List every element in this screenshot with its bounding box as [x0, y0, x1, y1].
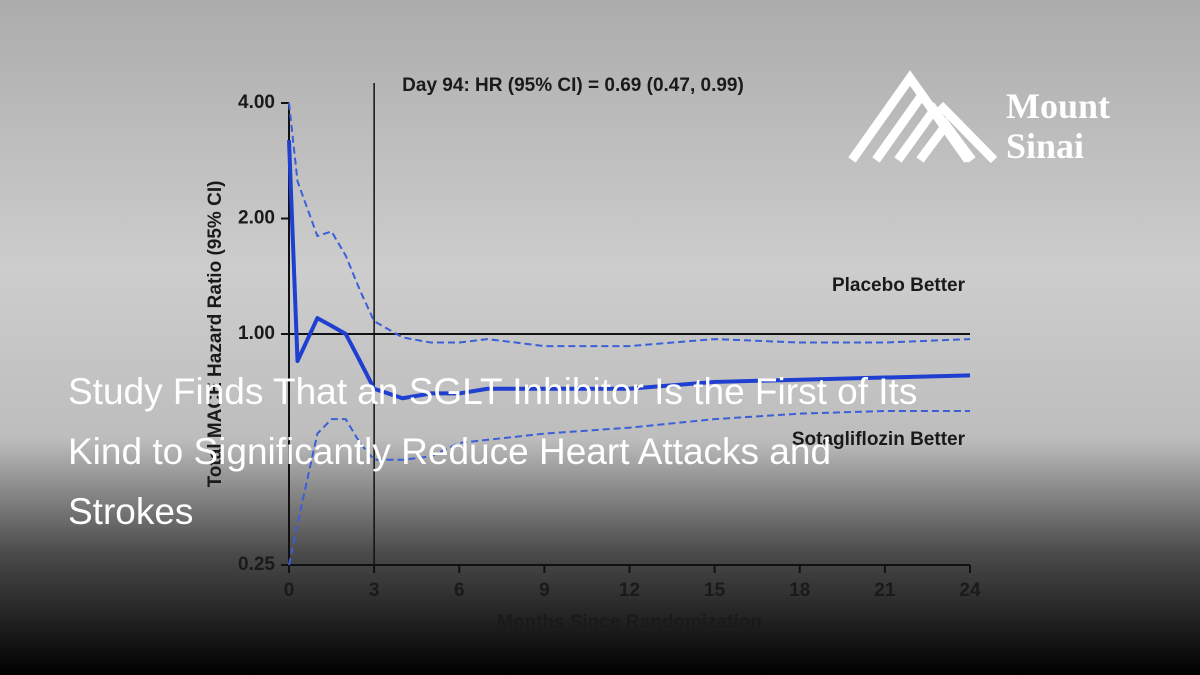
annotation: Day 94: HR (95% CI) = 0.69 (0.47, 0.99) — [402, 75, 744, 96]
y-tick-label: 0.25 — [238, 554, 275, 575]
x-tick-label: 24 — [959, 580, 981, 601]
x-tick-label: 9 — [539, 580, 550, 601]
chart: 0.25 1.00 2.00 4.00 0 3 6 9 12 15 18 21 24 Day 94: HR… — [205, 75, 981, 633]
x-tick-label: 12 — [619, 580, 640, 601]
headline-line: Strokes — [68, 491, 193, 532]
y-tick-label: 1.00 — [238, 323, 275, 344]
x-tick-label: 0 — [284, 580, 295, 601]
headline-line: Study Finds That an SGLT Inhibitor Is th… — [68, 371, 917, 412]
logo-text: Mount — [1006, 86, 1110, 126]
data-line — [288, 409, 970, 566]
data-line — [287, 140, 971, 401]
logo-icon — [848, 70, 998, 164]
headline-line: Kind to Significantly Reduce Heart Attac… — [68, 431, 831, 472]
x-tick-label: 21 — [874, 580, 896, 601]
logo-text: Sinai — [1006, 126, 1084, 166]
x-tick-label: 18 — [789, 580, 810, 601]
y-axis-label: Total MACE Hazard Ratio (95% CI) — [205, 181, 226, 488]
region-label: Sotagliflozin Better — [792, 429, 966, 450]
x-tick-label: 6 — [454, 580, 465, 601]
x-axis-label: Months Since Randomization — [497, 612, 762, 633]
y-tick-label: 2.00 — [238, 208, 275, 229]
region-label: Placebo Better — [832, 275, 966, 296]
y-tick-label: 4.00 — [238, 92, 275, 113]
x-tick-label: 3 — [369, 580, 380, 601]
data-line — [288, 102, 971, 348]
headline: Study Finds That an SGLT Inhibitor Is th… — [68, 371, 917, 532]
x-tick-label: 15 — [704, 580, 726, 601]
logo: Mount Sinai — [848, 70, 1110, 166]
